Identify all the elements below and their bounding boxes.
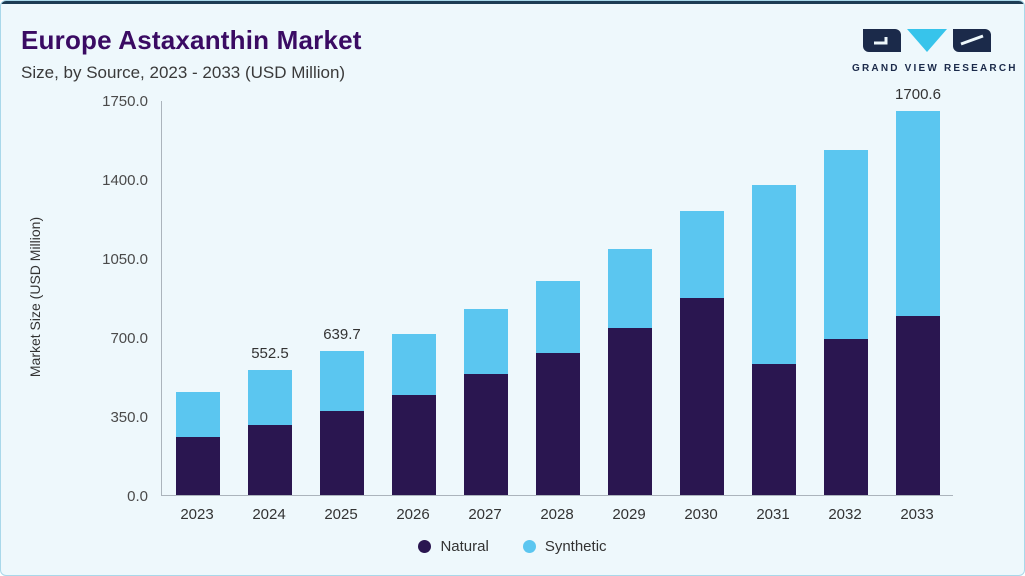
bar-2028 bbox=[536, 280, 580, 495]
bar-natural-segment bbox=[392, 394, 436, 495]
logo-mark bbox=[863, 29, 991, 52]
logo-text: GRAND VIEW RESEARCH bbox=[852, 63, 1018, 74]
bar-natural-segment bbox=[824, 339, 868, 495]
y-axis-tick: 350.0 bbox=[110, 409, 148, 426]
bar-2033 bbox=[896, 111, 940, 495]
bar-natural-segment bbox=[248, 425, 292, 495]
y-axis-tick: 700.0 bbox=[110, 330, 148, 347]
top-accent-bar bbox=[1, 1, 1024, 4]
bar-synthetic-segment bbox=[248, 370, 292, 426]
logo-glyph-triangle bbox=[907, 29, 947, 52]
x-axis-label: 2031 bbox=[756, 506, 790, 523]
legend-swatch-synthetic bbox=[522, 540, 536, 553]
x-axis-label: 2033 bbox=[900, 506, 934, 523]
bar-total-label: 1700.6 bbox=[895, 86, 941, 104]
bar-2029 bbox=[608, 248, 652, 495]
x-axis-label: 2029 bbox=[612, 506, 646, 523]
bar-natural-segment bbox=[608, 327, 652, 495]
bar-2023 bbox=[176, 392, 220, 495]
bar-synthetic-segment bbox=[752, 184, 796, 365]
legend: Natural Synthetic bbox=[1, 538, 1024, 555]
bar-synthetic-segment bbox=[608, 248, 652, 328]
x-axis-label: 2027 bbox=[468, 506, 502, 523]
bar-synthetic-segment bbox=[176, 392, 220, 438]
legend-item-natural: Natural bbox=[418, 538, 489, 555]
logo: GRAND VIEW RESEARCH bbox=[852, 27, 1018, 74]
bar-2025 bbox=[320, 350, 364, 495]
chart-header: Europe Astaxanthin Market Size, by Sourc… bbox=[21, 25, 362, 83]
y-axis-tick: 1400.0 bbox=[102, 172, 148, 189]
logo-glyph-right bbox=[953, 29, 991, 52]
y-axis-tick: 1750.0 bbox=[102, 93, 148, 110]
legend-swatch-natural bbox=[418, 540, 432, 553]
bar-total-label: 552.5 bbox=[251, 345, 289, 363]
bar-synthetic-segment bbox=[896, 111, 940, 316]
y-axis-tick: 0.0 bbox=[127, 488, 148, 505]
bar-2024 bbox=[248, 370, 292, 495]
bar-natural-segment bbox=[320, 411, 364, 495]
x-axis-label: 2024 bbox=[252, 506, 286, 523]
page-title: Europe Astaxanthin Market bbox=[21, 25, 362, 55]
legend-label-synthetic: Synthetic bbox=[544, 538, 607, 555]
x-axis-label: 2023 bbox=[180, 506, 214, 523]
bar-total-label: 639.7 bbox=[323, 325, 361, 343]
y-axis-title: Market Size (USD Million) bbox=[27, 216, 43, 378]
legend-label-natural: Natural bbox=[440, 538, 489, 555]
logo-glyph-left bbox=[863, 29, 901, 52]
x-axis-label: 2032 bbox=[828, 506, 862, 523]
x-axis-label: 2028 bbox=[540, 506, 574, 523]
bar-2027 bbox=[464, 308, 508, 495]
bar-natural-segment bbox=[464, 374, 508, 495]
bar-synthetic-segment bbox=[464, 308, 508, 375]
bar-synthetic-segment bbox=[392, 333, 436, 395]
y-axis-tick: 1050.0 bbox=[102, 251, 148, 268]
x-axis-label: 2025 bbox=[324, 506, 358, 523]
x-axis-label: 2030 bbox=[684, 506, 718, 523]
bar-2030 bbox=[680, 210, 724, 495]
bar-synthetic-segment bbox=[680, 210, 724, 298]
bar-2031 bbox=[752, 184, 796, 495]
bar-synthetic-segment bbox=[824, 149, 868, 340]
plot-area: 552.5 639.7 1700.6 bbox=[161, 86, 953, 496]
bar-natural-segment bbox=[176, 437, 220, 495]
y-axis-ticks: 0.0 350.0 700.0 1050.0 1400.0 1750.0 bbox=[56, 93, 148, 505]
bar-natural-segment bbox=[680, 297, 724, 495]
bar-natural-segment bbox=[752, 364, 796, 495]
bar-2032 bbox=[824, 149, 868, 495]
legend-item-synthetic: Synthetic bbox=[522, 538, 607, 555]
bar-synthetic-segment bbox=[536, 280, 580, 353]
bar-natural-segment bbox=[896, 315, 940, 495]
bar-synthetic-segment bbox=[320, 350, 364, 412]
page-subtitle: Size, by Source, 2023 - 2033 (USD Millio… bbox=[21, 63, 346, 82]
bar-natural-segment bbox=[536, 352, 580, 495]
x-axis-labels: 2023 2024 2025 2026 2027 2028 2029 2030 2031 2032… bbox=[161, 506, 953, 526]
x-axis-label: 2026 bbox=[396, 506, 430, 523]
bar-2026 bbox=[392, 333, 436, 495]
